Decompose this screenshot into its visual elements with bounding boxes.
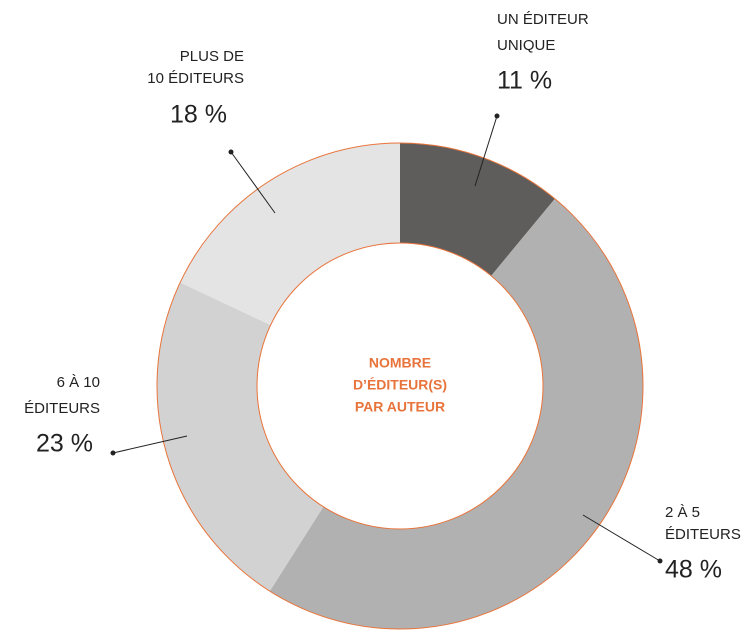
- donut-segment: [180, 143, 400, 326]
- category-label: ÉDITEURS: [24, 400, 100, 417]
- leader-line: [474, 115, 498, 187]
- leader-line: [112, 435, 188, 454]
- value-label: 23 %: [36, 430, 93, 458]
- leader-dot: [228, 149, 234, 155]
- donut-segment: [400, 143, 555, 276]
- value-label: 18 %: [170, 101, 227, 129]
- inner-outline: [256, 242, 544, 530]
- leader-line: [230, 151, 276, 214]
- center-label: PAR AUTEUR: [355, 399, 445, 415]
- category-label: UNIQUE: [497, 37, 555, 54]
- donut-segment: [157, 282, 324, 592]
- leader-dot: [494, 113, 500, 119]
- center-label: D’ÉDITEUR(S): [353, 377, 447, 393]
- value-label: 48 %: [665, 556, 722, 584]
- category-label: 2 À 5: [665, 504, 700, 521]
- value-label: 11 %: [497, 67, 552, 95]
- leader-dot: [657, 558, 663, 564]
- leader-dot: [110, 450, 116, 456]
- category-label: 6 À 10: [57, 374, 100, 391]
- category-label: 10 ÉDITEURS: [147, 70, 244, 87]
- outer-outline: [156, 142, 644, 630]
- leader-line: [582, 514, 661, 562]
- category-label: PLUS DE: [180, 48, 244, 65]
- category-label: ÉDITEURS: [665, 526, 741, 543]
- category-label: UN ÉDITEUR: [497, 11, 589, 28]
- donut-segment: [269, 198, 644, 630]
- center-label: NOMBRE: [369, 355, 431, 371]
